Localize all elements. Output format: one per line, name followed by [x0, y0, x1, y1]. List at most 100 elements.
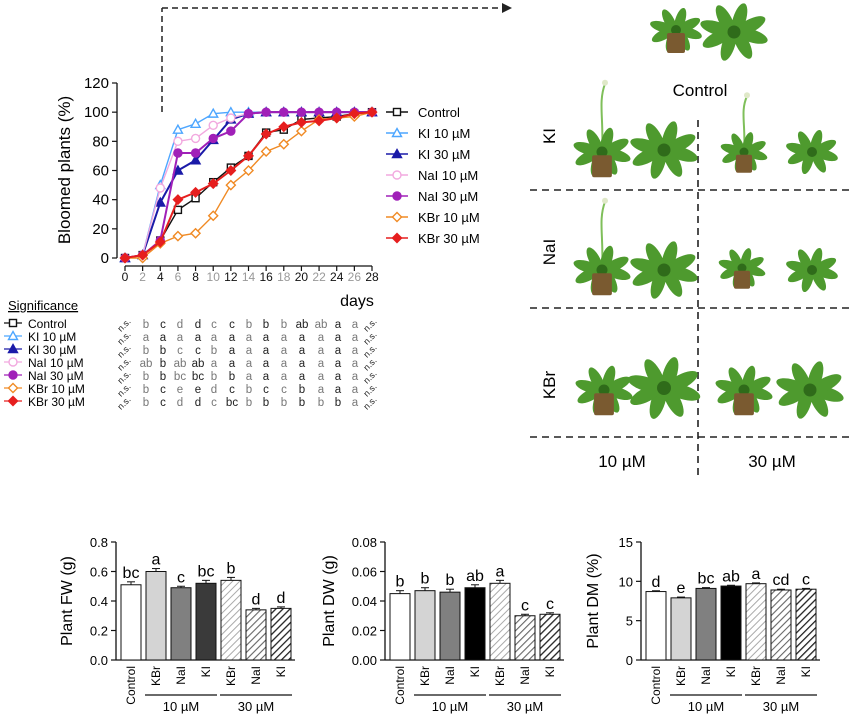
leaf — [744, 376, 771, 394]
x-tick-label: 26 — [348, 270, 362, 284]
significance-cell: b — [246, 319, 252, 331]
data-point-kbr-30-m — [260, 128, 272, 140]
significance-cell: a — [318, 332, 325, 344]
rosette-center — [596, 264, 608, 276]
legend-marker-kbr-30-m — [391, 232, 403, 244]
significance-letter: d — [652, 574, 661, 591]
group-label: 10 µM — [688, 699, 724, 714]
data-point-nai-30-m — [226, 126, 236, 136]
line-chart-xlabel: days — [340, 293, 374, 310]
plant-ki-10-top — [630, 121, 698, 179]
significance-letter: bc — [123, 565, 140, 582]
photo-grid-lines — [530, 120, 850, 480]
significance-cell: a — [211, 332, 218, 344]
bar-control — [389, 593, 411, 661]
y-tick-label: 100 — [84, 104, 109, 121]
significance-cell: a — [263, 345, 270, 357]
significance-row-label: NaI 30 µM — [28, 369, 84, 383]
significance-letter: b — [396, 574, 405, 591]
rosette-center — [671, 25, 681, 35]
data-point-ki-10-m — [207, 107, 219, 118]
y-tick-label: 0.0 — [90, 653, 108, 668]
data-point-kbr-30-m — [154, 236, 166, 248]
significance-cell: a — [352, 371, 359, 383]
data-point-nai-10-m — [155, 183, 165, 193]
significance-cell: a — [335, 319, 342, 331]
legend-marker-control — [392, 107, 402, 117]
significance-cell: b — [299, 384, 305, 396]
significance-cell: ab — [174, 358, 187, 370]
plant-ki-30-side — [720, 92, 768, 173]
leaf — [812, 257, 837, 273]
y-tick-label: 15 — [619, 535, 633, 550]
data-point-kbr-30-m — [172, 194, 184, 206]
leaf — [630, 138, 663, 155]
significance-cell: a — [281, 332, 288, 344]
leaf — [786, 260, 812, 274]
significance-cell: ab — [296, 319, 309, 331]
photo-row-label-ki: KI — [540, 128, 559, 144]
significance-cell: a — [263, 358, 270, 370]
leaf — [650, 20, 676, 34]
significance-cell: d — [177, 319, 183, 331]
leaf — [604, 376, 631, 394]
significance-cell: a — [229, 358, 236, 370]
significance-cell: n.s. — [361, 394, 378, 411]
photo-control-label: Control — [673, 81, 728, 100]
legend-label-nai-10-m: NaI 10 µM — [418, 168, 478, 183]
legend-marker-nai-30-m — [392, 191, 402, 201]
significance-cell: a — [246, 371, 253, 383]
significance-cell: a — [335, 384, 342, 396]
significance-letter: cd — [773, 572, 790, 589]
significance-cell: a — [211, 358, 218, 370]
bloomed-line-chart: Bloomed plants (%) days 0 20 40 60 80 100 120 0… — [55, 75, 480, 310]
leaf — [573, 142, 602, 156]
significance-cell: a — [229, 332, 236, 344]
data-point-kbr-30-m — [278, 121, 290, 133]
leaf — [664, 370, 698, 392]
data-point-kbr-30-m — [225, 165, 237, 176]
significance-legend-marker — [7, 330, 19, 341]
y-tick-label: 0.4 — [90, 594, 108, 609]
significance-cell: a — [318, 384, 325, 396]
significance-cell: a — [335, 358, 342, 370]
data-point-kbr-30-m — [348, 108, 360, 120]
significance-cell: b — [160, 345, 166, 357]
significance-cell: b — [143, 371, 149, 383]
leaf — [700, 20, 733, 37]
significance-cell: b — [143, 384, 149, 396]
category-label: KBr — [674, 666, 688, 686]
leaf — [602, 256, 629, 274]
plant-nai-30-top — [786, 247, 838, 293]
y-tick-label: 0.04 — [352, 594, 377, 609]
significance-letter: d — [277, 590, 286, 607]
series-kbr-30-m — [119, 106, 378, 264]
legend-marker-ki-10-m — [391, 127, 403, 138]
significance-letter: a — [496, 563, 505, 580]
bar-kbr — [220, 579, 242, 661]
y-tick-label: 0.8 — [90, 535, 108, 550]
significance-cell: a — [352, 384, 359, 396]
significance-letter: bc — [698, 571, 715, 588]
bar-chart-plant-dm: Plant DM (%) 0 5 10 15 d Control e KBr bc NaI ab KI a… — [585, 535, 820, 714]
x-tick-label: 8 — [192, 270, 199, 284]
legend-marker-kbr-10-m — [391, 211, 403, 223]
data-point-nai-30-m — [243, 108, 254, 119]
legend-label-nai-30-m: NaI 30 µM — [418, 189, 478, 204]
significance-cell: c — [211, 319, 217, 331]
category-label: KBr — [418, 666, 432, 686]
pot — [594, 393, 614, 416]
significance-cell: ab — [140, 358, 153, 370]
significance-letter: c — [546, 596, 554, 613]
significance-row-label: KBr 30 µM — [28, 395, 85, 409]
significance-cell: a — [229, 345, 236, 357]
bar-kbr — [489, 582, 511, 661]
significance-cell: a — [246, 345, 253, 357]
bar-kbr — [414, 590, 436, 661]
significance-cell: b — [143, 397, 149, 409]
category-label: NaI — [774, 666, 788, 685]
pot — [667, 33, 685, 53]
legend-label-kbr-10-m: KBr 10 µM — [418, 210, 480, 225]
x-tick-label: 14 — [242, 270, 256, 284]
y-tick-label: 0.08 — [352, 535, 377, 550]
